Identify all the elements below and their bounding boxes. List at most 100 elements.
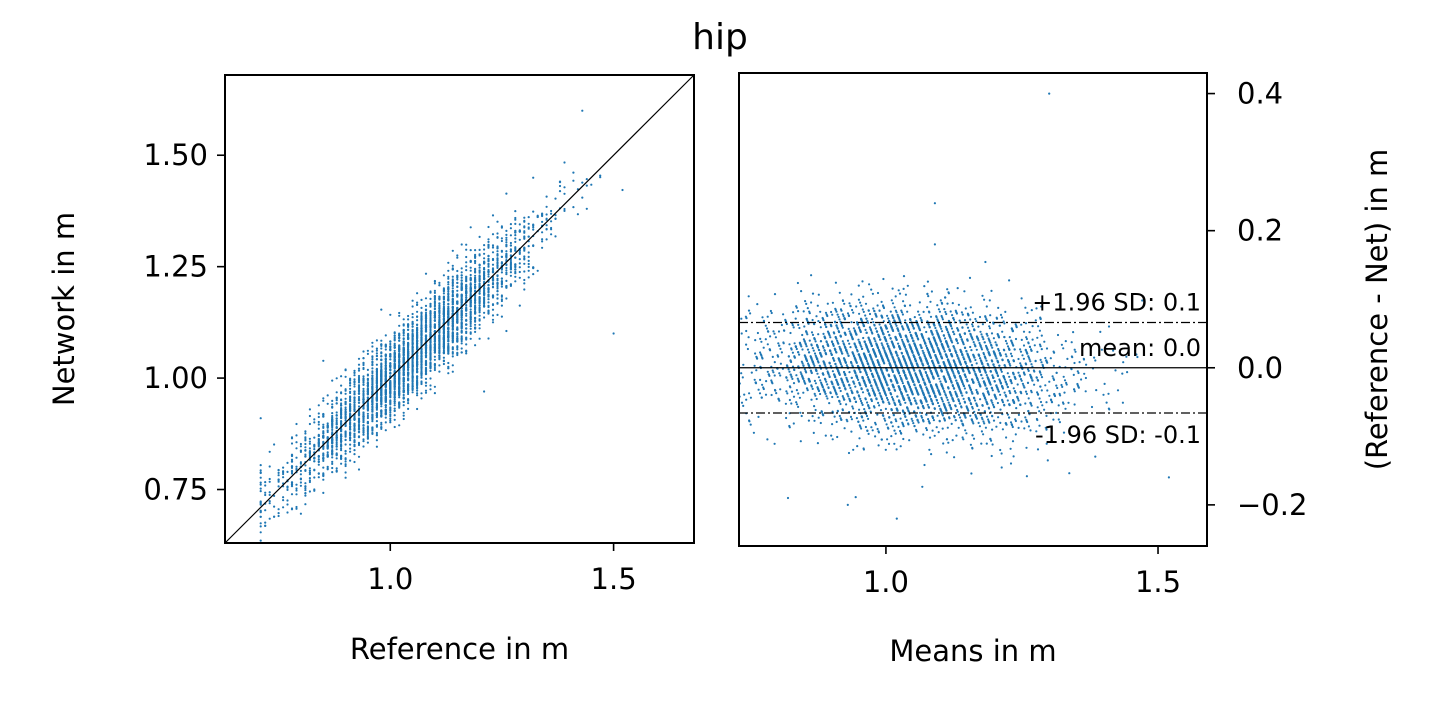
scatter-point xyxy=(398,386,401,389)
scatter-point xyxy=(460,321,463,324)
scatter-point xyxy=(451,310,454,313)
scatter-point xyxy=(411,382,414,385)
scatter-point xyxy=(496,301,499,305)
scatter-point xyxy=(451,348,454,351)
scatter-point xyxy=(469,269,472,272)
scatter-point xyxy=(313,469,316,472)
scatter-point xyxy=(545,205,548,208)
scatter-point xyxy=(398,396,401,399)
scatter-point xyxy=(612,332,615,335)
scatter-point xyxy=(936,304,939,307)
scatter-point xyxy=(407,379,410,382)
scatter-point xyxy=(523,236,526,239)
scatter-point xyxy=(290,460,294,463)
scatter-point xyxy=(872,321,875,324)
scatter-point xyxy=(304,489,307,492)
scatter-point xyxy=(465,269,468,272)
scatter-point xyxy=(509,274,512,277)
scatter-point xyxy=(483,261,486,264)
scatter-point xyxy=(491,279,495,282)
scatter-point xyxy=(505,263,508,266)
scatter-point xyxy=(282,506,285,509)
scatter-point xyxy=(429,305,432,308)
scatter-point xyxy=(308,447,311,450)
scatter-point xyxy=(483,390,486,393)
scatter-point xyxy=(304,446,307,449)
scatter-point xyxy=(268,493,271,496)
scatter-point xyxy=(474,280,477,283)
scatter-point xyxy=(429,319,432,322)
scatter-point xyxy=(500,277,503,280)
scatter-point xyxy=(380,369,383,372)
scatter-point xyxy=(420,397,423,400)
scatter-point xyxy=(518,270,521,274)
scatter-point xyxy=(371,350,374,353)
left-y-axis-label: Network in m xyxy=(47,212,81,406)
scatter-point xyxy=(389,399,392,402)
scatter-point xyxy=(366,384,369,387)
scatter-point xyxy=(375,382,378,385)
scatter-point xyxy=(277,511,280,515)
scatter-point xyxy=(527,227,530,230)
scatter-point xyxy=(317,463,320,466)
scatter-point xyxy=(429,365,432,368)
scatter-point xyxy=(322,426,325,429)
scatter-point xyxy=(322,459,325,462)
scatter-point xyxy=(541,231,544,234)
scatter-point xyxy=(259,483,262,486)
scatter-point xyxy=(349,387,352,390)
scatter-point xyxy=(366,391,369,394)
scatter-point xyxy=(518,238,521,241)
scatter-point xyxy=(469,289,472,292)
scatter-point xyxy=(402,387,405,390)
scatter-point xyxy=(317,427,320,430)
scatter-point xyxy=(478,248,481,251)
scatter-point xyxy=(326,402,329,405)
scatter-point xyxy=(371,390,374,393)
scatter-point xyxy=(295,489,298,492)
scatter-point xyxy=(523,219,526,222)
scatter-point xyxy=(469,327,472,330)
scatter-point xyxy=(778,372,781,375)
scatter-point xyxy=(357,357,361,360)
scatter-point xyxy=(456,327,459,330)
scatter-point xyxy=(830,434,833,437)
scatter-point xyxy=(317,412,320,415)
scatter-point xyxy=(380,400,383,403)
scatter-point xyxy=(398,348,401,351)
scatter-point xyxy=(407,355,410,358)
scatter-point xyxy=(340,416,343,419)
scatter-point xyxy=(465,312,468,315)
scatter-point xyxy=(424,391,428,394)
scatter-point xyxy=(465,314,468,317)
scatter-point xyxy=(1006,345,1010,348)
scatter-point xyxy=(331,420,334,423)
scatter-point xyxy=(841,381,844,384)
scatter-point xyxy=(469,325,472,328)
scatter-point xyxy=(433,301,436,305)
scatter-point xyxy=(402,350,405,354)
scatter-point xyxy=(362,415,365,418)
scatter-point xyxy=(384,378,387,381)
scatter-point xyxy=(322,452,325,455)
scatter-point xyxy=(1022,344,1026,347)
scatter-point xyxy=(366,387,369,390)
scatter-point xyxy=(957,398,960,401)
scatter-point xyxy=(317,454,320,458)
scatter-point xyxy=(353,444,356,447)
scatter-point xyxy=(362,381,365,384)
scatter-point xyxy=(424,272,428,275)
scatter-point xyxy=(456,335,459,338)
scatter-point xyxy=(353,399,356,402)
scatter-point xyxy=(407,387,410,390)
scatter-point xyxy=(322,399,325,402)
scatter-point xyxy=(375,386,378,389)
scatter-point xyxy=(357,436,361,439)
scatter-point xyxy=(357,389,361,392)
scatter-point xyxy=(375,384,378,387)
scatter-point xyxy=(500,255,503,258)
scatter-point xyxy=(541,238,544,241)
scatter-point xyxy=(478,282,481,286)
scatter-point xyxy=(371,383,374,386)
scatter-point xyxy=(831,313,834,316)
